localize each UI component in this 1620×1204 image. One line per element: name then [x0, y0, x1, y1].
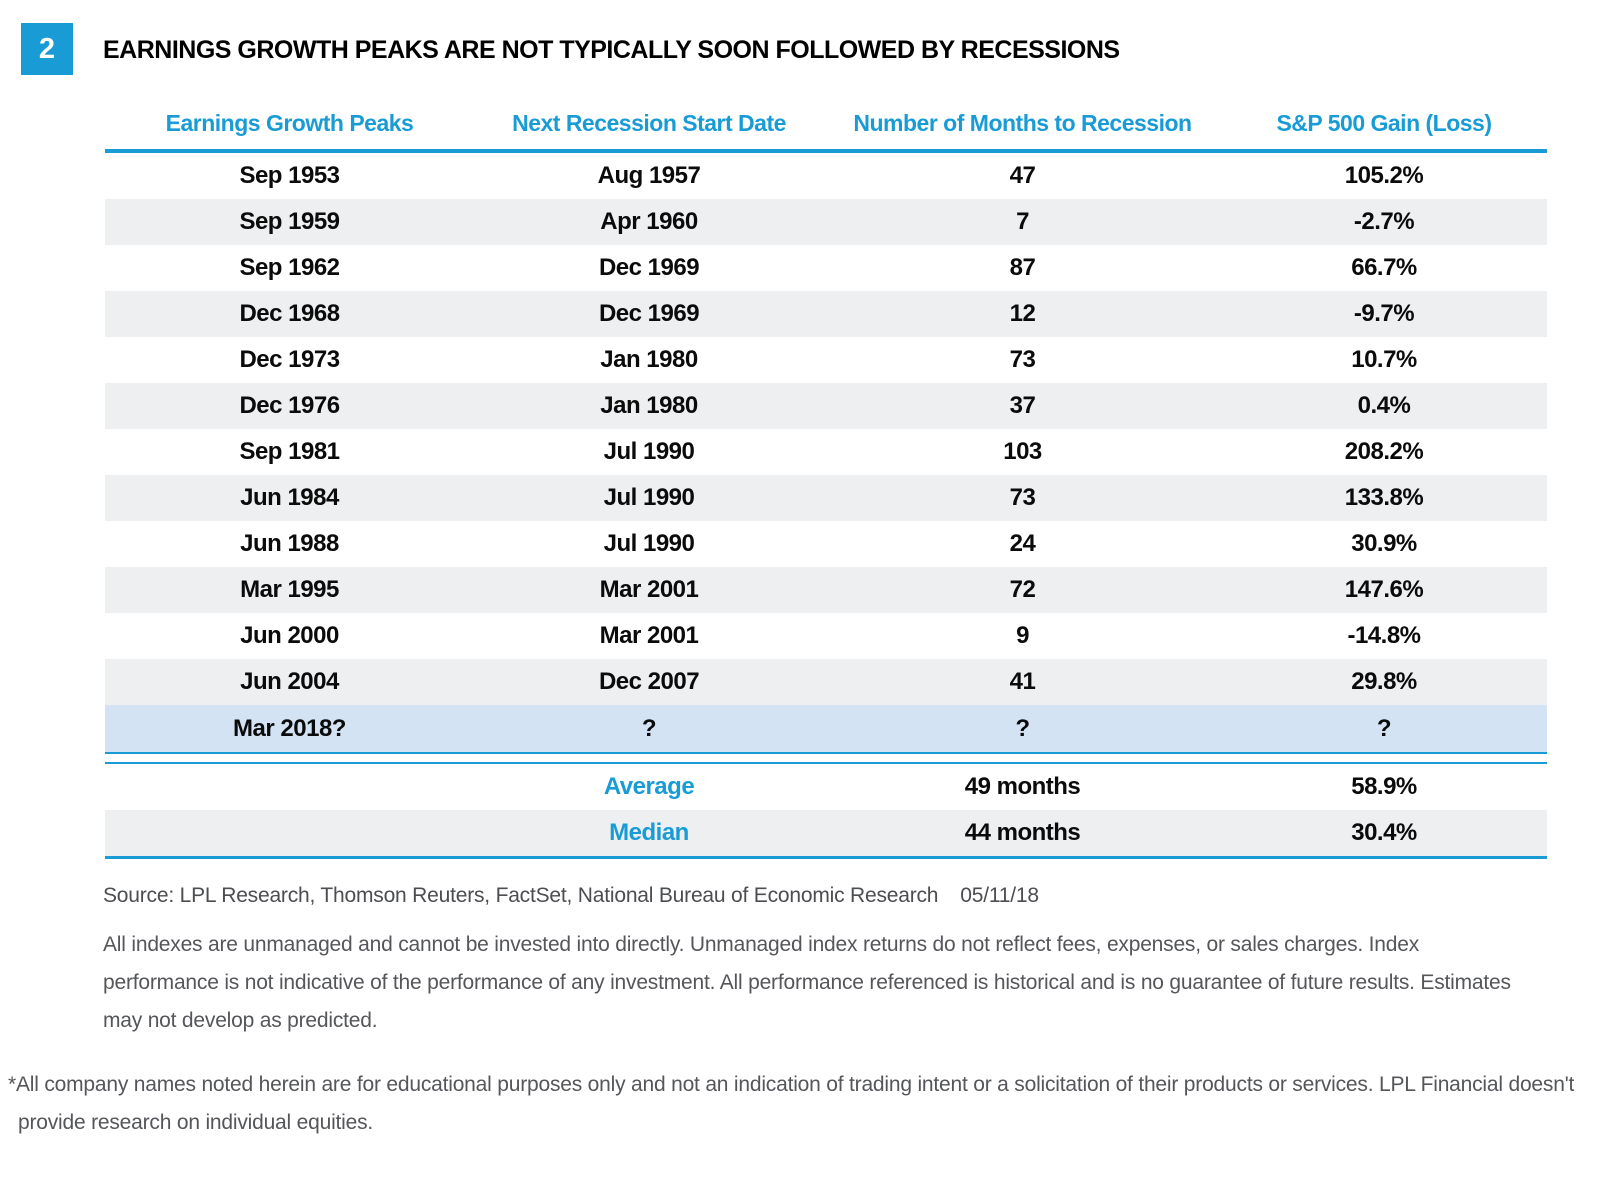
table-cell: Jan 1980 [600, 346, 698, 373]
table-cell: -14.8% [1347, 622, 1421, 649]
pending-peak-row: Mar 2018? ? ? ? [105, 705, 1547, 754]
table-cell: 29.8% [1351, 668, 1417, 695]
table-cell: 72 [1009, 576, 1036, 603]
table-row: Mar 1995 Mar 2001 72 147.6% [105, 567, 1547, 613]
footnote-text: *All company names noted herein are for … [8, 1073, 1575, 1134]
table-cell: Mar 2018? [105, 705, 474, 754]
table-row: Jun 2004 Dec 2007 41 29.8% [105, 659, 1547, 705]
table-cell: 208.2% [1344, 438, 1424, 465]
table-cell: Sep 1953 [239, 162, 340, 189]
median-label: Median [474, 810, 824, 859]
table-row: Sep 1959 Apr 1960 7 -2.7% [105, 199, 1547, 245]
table-cell: 41 [1009, 668, 1036, 695]
table-cell: Dec 1976 [239, 392, 340, 419]
table-cell: Sep 1981 [239, 438, 340, 465]
table-cell: Sep 1962 [239, 254, 340, 281]
median-gain: 30.4% [1221, 810, 1547, 859]
average-months: 49 months [964, 773, 1081, 800]
table-cell: Jul 1990 [603, 438, 695, 465]
col-header-next-recession-start-date: Next Recession Start Date [474, 106, 824, 153]
double-rule-divider [105, 753, 1547, 764]
table-cell: Dec 1968 [239, 300, 340, 327]
col-header-earnings-growth-peaks: Earnings Growth Peaks [105, 106, 474, 153]
col-header-sp500-gain-loss: S&P 500 Gain (Loss) [1221, 106, 1547, 153]
table-cell: 37 [1009, 392, 1036, 419]
recession-table: Earnings Growth Peaks Next Recession Sta… [105, 106, 1547, 859]
median-months: 44 months [824, 810, 1221, 859]
table-cell: 105.2% [1344, 162, 1424, 189]
table-cell: Apr 1960 [600, 208, 698, 235]
table-cell: 73 [1009, 346, 1036, 373]
table-cell: ? [1221, 705, 1547, 754]
average-label: Average [603, 773, 695, 800]
table-cell: ? [824, 705, 1221, 754]
table-row: Sep 1962 Dec 1969 87 66.7% [105, 245, 1547, 291]
table-cell: 9 [1016, 622, 1029, 649]
table-row: Dec 1973 Jan 1980 73 10.7% [105, 337, 1547, 383]
table-cell: 0.4% [1357, 392, 1411, 419]
table-row: Jun 1984 Jul 1990 73 133.8% [105, 475, 1547, 521]
table-cell: 66.7% [1351, 254, 1417, 281]
col-header-months-to-recession: Number of Months to Recession [824, 106, 1221, 153]
table-cell: Jan 1980 [600, 392, 698, 419]
table-cell: 10.7% [1351, 346, 1417, 373]
source-line: Source: LPL Research, Thomson Reuters, F… [103, 884, 1039, 908]
disclaimer-text: All indexes are unmanaged and cannot be … [103, 933, 1511, 1032]
table-body: Sep 1953 Aug 1957 47 105.2% Sep 1959 Apr 1960… [105, 151, 1547, 705]
table-cell: 103 [1003, 438, 1042, 465]
table-cell: Jun 1984 [240, 484, 339, 511]
source-date: 05/11/18 [960, 884, 1039, 907]
table-cell-empty [105, 763, 474, 810]
table-row: Sep 1981 Jul 1990 103 208.2% [105, 429, 1547, 475]
table-cell: 147.6% [1344, 576, 1424, 603]
table-cell: Jul 1990 [603, 484, 695, 511]
table-cell: -2.7% [1353, 208, 1415, 235]
average-row: Average 49 months 58.9% [105, 763, 1547, 810]
table-cell: Dec 1969 [598, 254, 700, 281]
table-cell: Dec 2007 [598, 668, 700, 695]
table-cell: ? [474, 705, 824, 754]
table-cell: Jun 1988 [240, 530, 339, 557]
table-cell: Sep 1959 [239, 208, 340, 235]
divider-cell [105, 753, 1547, 764]
table-cell: 7 [1016, 208, 1029, 235]
table-cell: -9.7% [1353, 300, 1415, 327]
table-cell: 47 [1009, 162, 1036, 189]
table-header-row: Earnings Growth Peaks Next Recession Sta… [105, 106, 1547, 153]
table-row: Jun 2000 Mar 2001 9 -14.8% [105, 613, 1547, 659]
table-cell: Mar 2001 [599, 576, 699, 603]
table-row: Sep 1953 Aug 1957 47 105.2% [105, 151, 1547, 199]
table-cell: Jun 2000 [240, 622, 339, 649]
source-text: Source: LPL Research, Thomson Reuters, F… [103, 884, 939, 907]
table-cell: Jul 1990 [603, 530, 695, 557]
table-cell: Aug 1957 [597, 162, 701, 189]
table-cell-empty [105, 810, 474, 859]
table-footer: Mar 2018? ? ? ? Average 49 months 58.9% … [105, 705, 1547, 859]
table-cell: 24 [1009, 530, 1036, 557]
table-cell: 30.9% [1351, 530, 1417, 557]
table-header: Earnings Growth Peaks Next Recession Sta… [105, 106, 1547, 153]
figure-title: EARNINGS GROWTH PEAKS ARE NOT TYPICALLY … [103, 36, 1120, 64]
table-cell: Mar 2001 [599, 622, 699, 649]
table-row: Jun 1988 Jul 1990 24 30.9% [105, 521, 1547, 567]
table-cell: 87 [1009, 254, 1036, 281]
table-cell: Dec 1973 [239, 346, 340, 373]
figure-number-badge: 2 [21, 23, 73, 75]
table-cell: 73 [1009, 484, 1036, 511]
table-row: Dec 1976 Jan 1980 37 0.4% [105, 383, 1547, 429]
table-cell: Dec 1969 [598, 300, 700, 327]
table-cell: Mar 1995 [240, 576, 339, 603]
table-cell: 12 [1009, 300, 1036, 327]
table-cell: Jun 2004 [240, 668, 339, 695]
table-cell: 133.8% [1344, 484, 1424, 511]
average-gain: 58.9% [1351, 773, 1417, 800]
median-row: Median 44 months 30.4% [105, 810, 1547, 859]
table-row: Dec 1968 Dec 1969 12 -9.7% [105, 291, 1547, 337]
